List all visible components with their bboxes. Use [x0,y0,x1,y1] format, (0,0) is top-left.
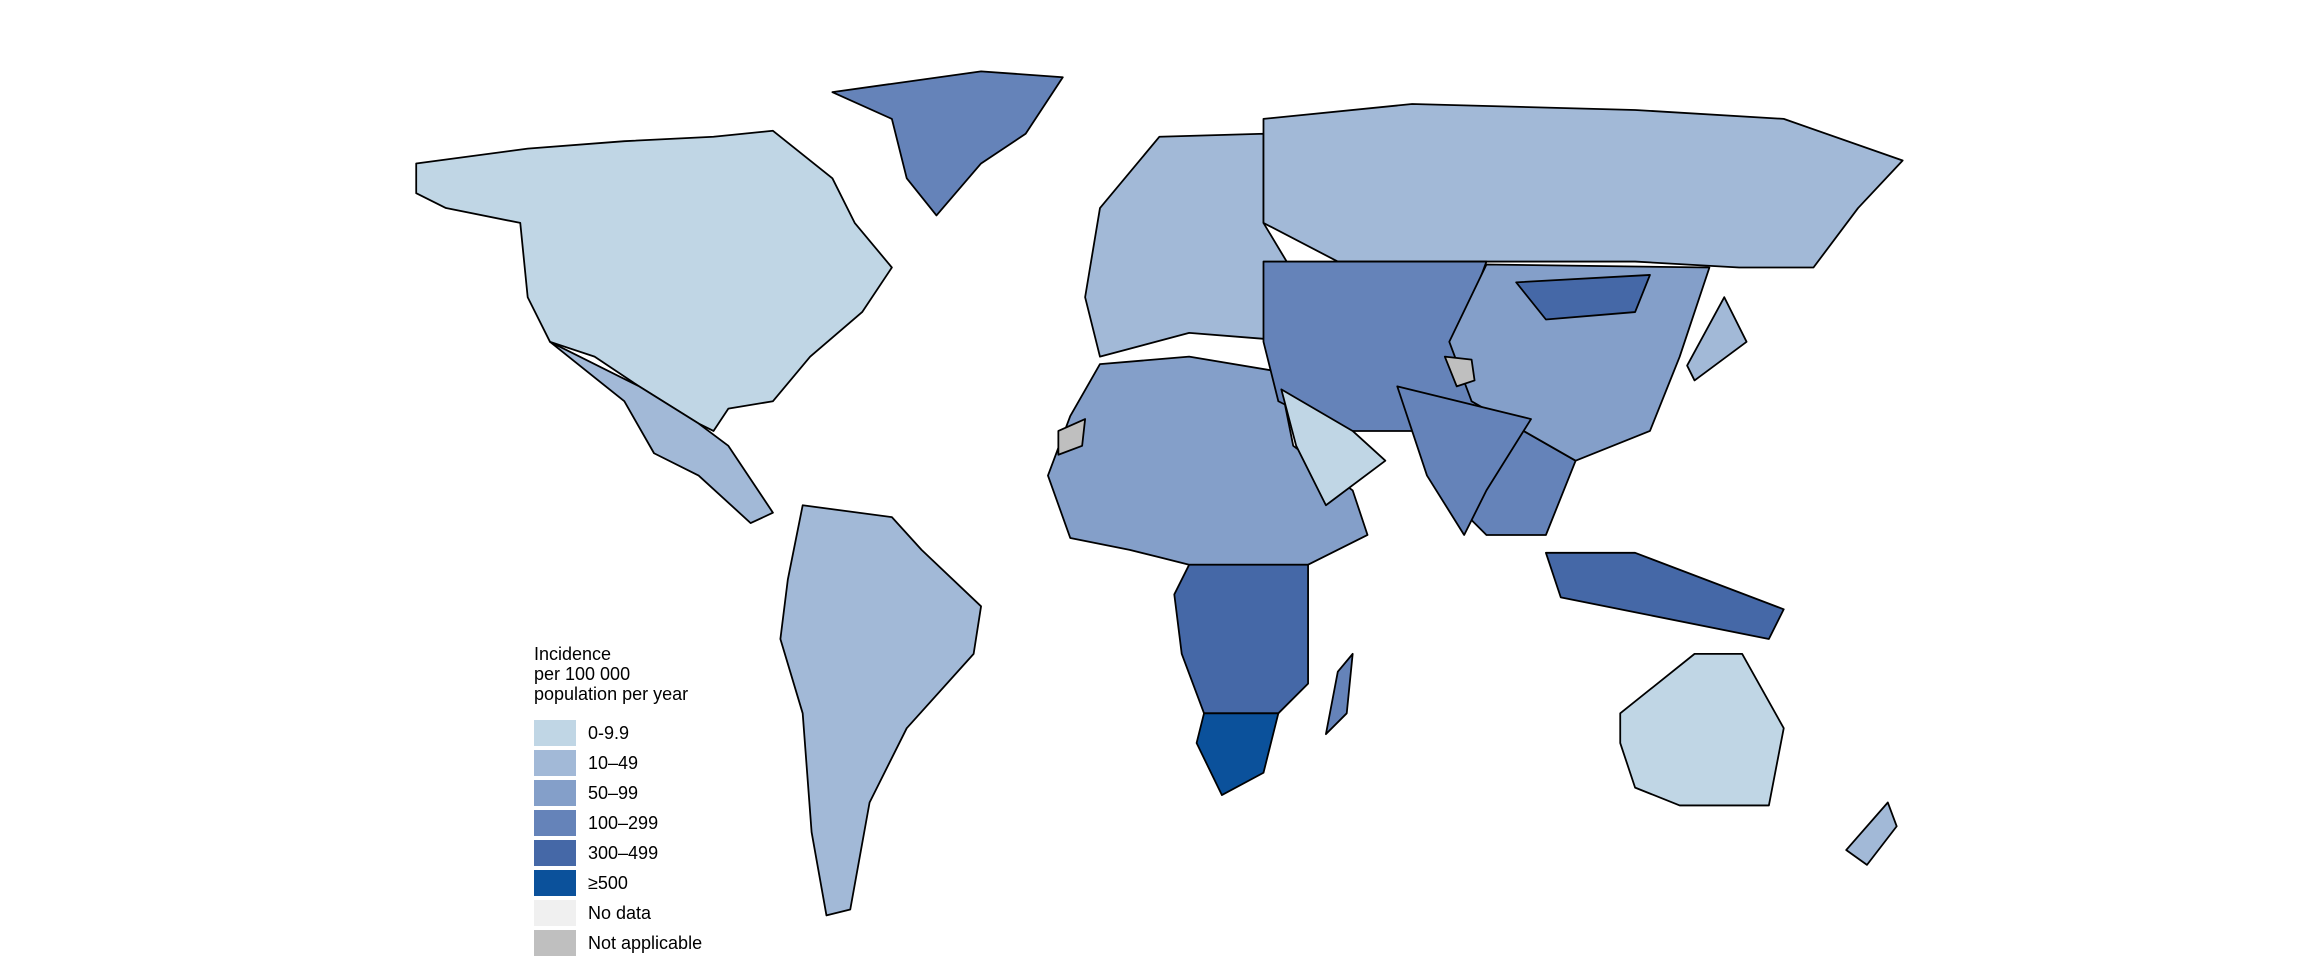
region-africa-central [1173,563,1309,715]
legend-item: 300–499 [534,838,702,868]
legend-title-line: population per year [534,684,689,704]
region-southern-africa [1195,712,1280,796]
legend-label: 50–99 [588,782,639,803]
legend-swatch [534,810,576,836]
region-madagascar [1325,652,1354,736]
region-indonesia [1545,551,1785,640]
legend-label: ≥500 [588,872,628,893]
legend-item: Not applicable [534,928,702,958]
legend-swatch [534,750,576,776]
legend-item: 50–99 [534,778,702,808]
legend-title: Incidence per 100 000 population per yea… [534,644,702,704]
region-russia [1262,103,1904,269]
region-mexico-central-america [549,340,774,524]
legend-label: 300–499 [588,842,659,863]
region-china [1448,263,1711,462]
legend-item: No data [534,898,702,928]
legend-swatch [534,720,576,746]
legend-swatch [534,840,576,866]
legend-label: No data [588,902,652,923]
legend-item: 10–49 [534,748,702,778]
legend-swatch [534,780,576,806]
legend-swatch [534,930,576,956]
legend-item: 0-9.9 [534,718,702,748]
legend-label: 10–49 [588,752,639,773]
region-japan [1686,296,1748,382]
legend-item: ≥500 [534,868,702,898]
region-mongolia [1515,274,1651,321]
region-new-zealand [1845,801,1898,866]
legend-label: 0-9.9 [588,722,630,743]
legend-swatch [534,900,576,926]
region-arabia [1280,388,1387,507]
legend-label: 100–299 [588,812,659,833]
legend-item: 100–299 [534,808,702,838]
region-greenland [831,70,1064,217]
region-kashmir [1443,355,1476,388]
legend-title-line: Incidence [534,644,612,664]
legend-label: Not applicable [588,932,703,953]
region-western-sahara [1057,418,1087,456]
region-north-america [415,129,893,432]
legend: Incidence per 100 000 population per yea… [534,644,702,958]
region-india [1396,385,1532,536]
legend-title-line: per 100 000 [534,664,631,684]
region-south-america [779,504,982,917]
legend-swatch [534,870,576,896]
region-australia [1619,652,1785,807]
